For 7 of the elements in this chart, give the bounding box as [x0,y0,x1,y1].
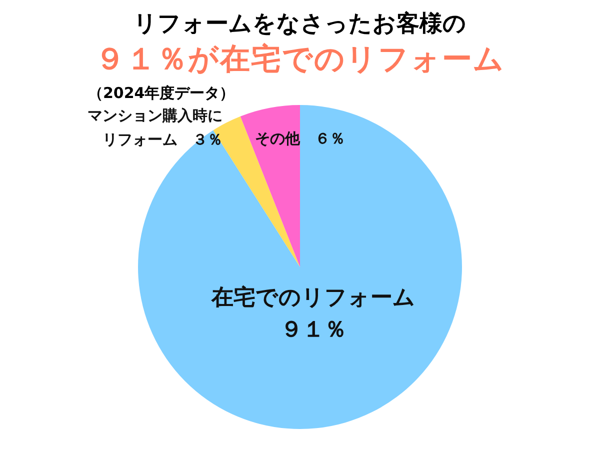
slice-label: 在宅でのリフォーム [210,284,416,310]
chart-subtitle: ９１％が在宅でのリフォーム [94,41,506,79]
slice-label: その他 ６％ [255,130,346,148]
text: （2024年度データ） [88,84,236,103]
data-label: ９１％ [280,317,347,342]
slice-label: マンション購入時にリフォーム ３％ [87,106,222,149]
chart-title: リフォームをなさったお客様の [132,10,468,39]
